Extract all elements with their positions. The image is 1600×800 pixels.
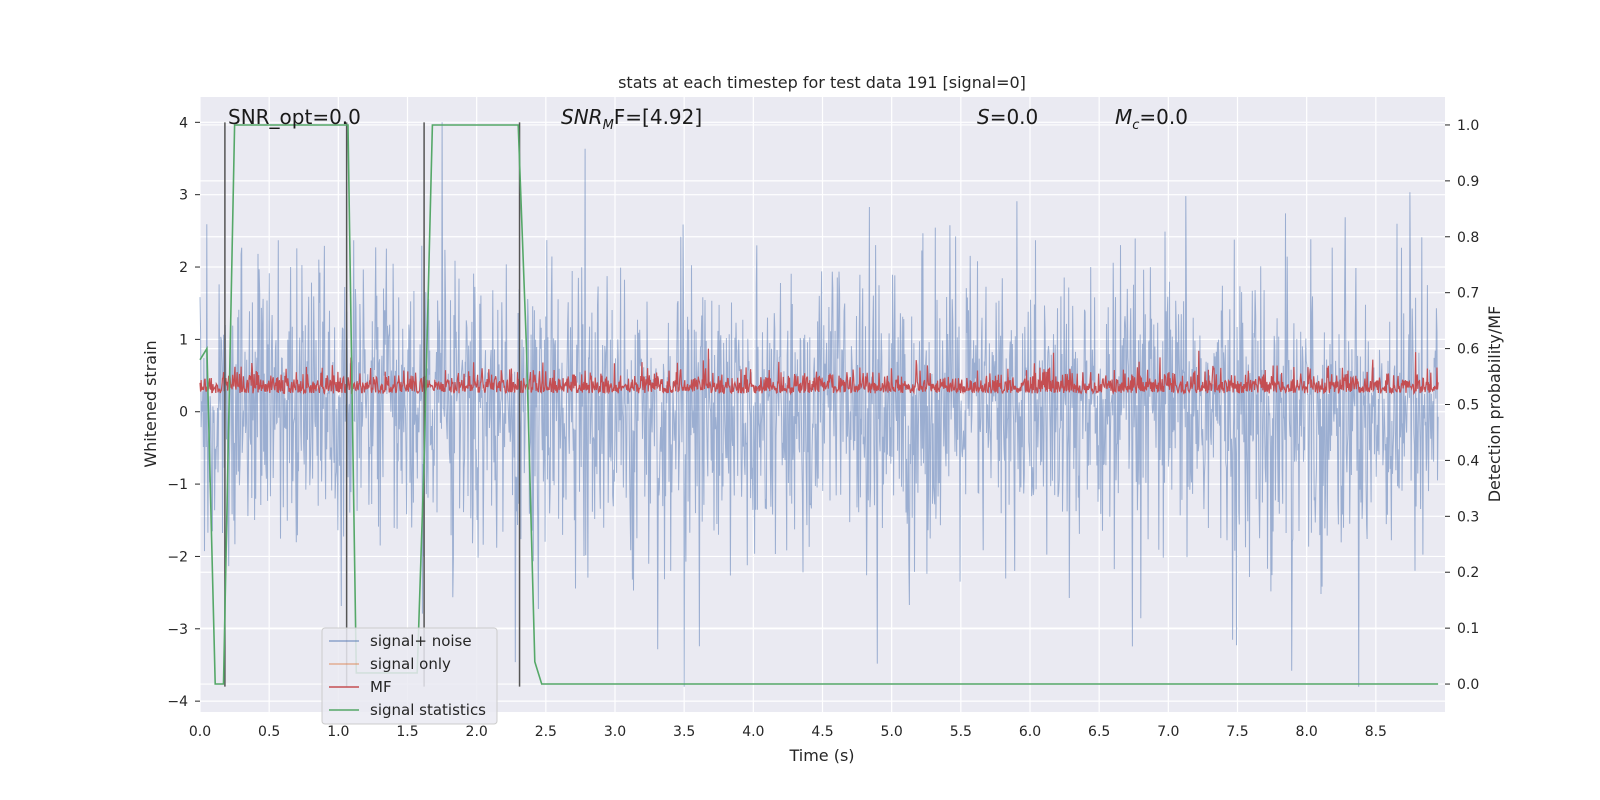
mc-label: M: [1115, 105, 1132, 129]
right-y-tick-label: 0.2: [1457, 565, 1479, 581]
mc-annotation: Mc=0.0: [1115, 105, 1188, 133]
x-tick-label: 5.5: [950, 724, 972, 740]
s-value: =0.0: [990, 105, 1039, 129]
legend-box: [321, 627, 498, 725]
snr-mf-main: SNR: [561, 105, 603, 129]
x-tick-label: 6.0: [1019, 724, 1041, 740]
left-y-axis-ticks: 4 3 2 1 0 −1 −2 −3 −4: [167, 115, 200, 710]
right-y-tick-label: 0.8: [1457, 230, 1479, 246]
x-tick-label: 0.0: [189, 724, 211, 740]
x-axis-ticks: 0.0 0.5 1.0 1.5 2.0 2.5 3.0 3.5 4.0 4.5 5.0 5.5 6.0 6…: [189, 724, 1387, 740]
x-tick-label: 3.5: [673, 724, 695, 740]
x-tick-label: 1.0: [327, 724, 349, 740]
right-y-tick-label: 0.5: [1457, 398, 1479, 414]
right-y-tick-label: 0.0: [1457, 677, 1479, 693]
left-y-tick-label: −2: [167, 549, 188, 565]
mf-series: [199, 348, 1439, 396]
snr-mf-rest: F=[4.92]: [614, 105, 702, 129]
x-tick-label: 8.5: [1365, 724, 1387, 740]
x-tick-label: 0.5: [258, 724, 280, 740]
snr-mf-sub: M: [603, 118, 614, 133]
x-tick-label: 7.5: [1226, 724, 1248, 740]
left-y-tick-label: 3: [179, 188, 188, 204]
x-axis-label: Time (s): [788, 746, 854, 765]
right-y-tick-label: 0.9: [1457, 174, 1479, 190]
right-y-axis-ticks: 1.0 0.9 0.8 0.7 0.6 0.5 0.4 0.3 0.2 0.1 0.0: [1445, 118, 1479, 693]
x-tick-label: 2.0: [466, 724, 488, 740]
left-y-tick-label: 0: [179, 405, 188, 421]
x-tick-label: 2.5: [535, 724, 557, 740]
left-y-tick-label: 1: [179, 332, 188, 348]
right-y-tick-label: 0.4: [1457, 453, 1479, 469]
legend-label-mf: MF: [370, 678, 392, 696]
left-y-tick-label: −4: [167, 694, 188, 710]
legend-label-signal-only: signal only: [370, 655, 451, 673]
right-y-axis-label: Detection probability/MF: [1485, 306, 1504, 503]
x-tick-label: 3.0: [604, 724, 626, 740]
legend-label-signal-statistics: signal statistics: [370, 701, 486, 719]
x-tick-label: 8.0: [1296, 724, 1318, 740]
legend: signal+ noise signal only MF signal stat…: [321, 627, 498, 725]
snr-opt-annotation: SNR_opt=0.0: [228, 105, 361, 129]
right-y-tick-label: 0.7: [1457, 286, 1479, 302]
x-tick-label: 1.5: [396, 724, 418, 740]
s-annotation: S=0.0: [977, 105, 1038, 129]
snr-mf-annotation: SNRMF=[4.92]: [561, 105, 702, 133]
mc-sub: c: [1132, 118, 1139, 133]
signal-plus-noise-series: [199, 122, 1439, 687]
x-tick-label: 7.0: [1157, 724, 1179, 740]
right-y-tick-label: 0.3: [1457, 509, 1479, 525]
vertical-markers: [224, 122, 521, 687]
left-y-tick-label: −3: [167, 622, 188, 638]
mf-line: [199, 348, 1439, 396]
right-y-tick-label: 0.1: [1457, 621, 1479, 637]
legend-label-signal-noise: signal+ noise: [370, 632, 472, 650]
x-tick-label: 4.5: [811, 724, 833, 740]
x-tick-label: 5.0: [881, 724, 903, 740]
chart-title: stats at each timestep for test data 191…: [618, 73, 1026, 92]
mc-value: =0.0: [1139, 105, 1188, 129]
s-label: S: [977, 105, 990, 129]
x-tick-label: 4.0: [742, 724, 764, 740]
left-y-axis-label: Whitened strain: [141, 340, 160, 467]
left-y-tick-label: 4: [179, 115, 188, 131]
x-tick-label: 6.5: [1088, 724, 1110, 740]
left-y-tick-label: −1: [167, 477, 188, 493]
right-y-tick-label: 1.0: [1457, 118, 1479, 134]
left-y-tick-label: 2: [179, 260, 188, 276]
right-y-tick-label: 0.6: [1457, 342, 1479, 358]
signal-plus-noise-line: [199, 122, 1439, 687]
